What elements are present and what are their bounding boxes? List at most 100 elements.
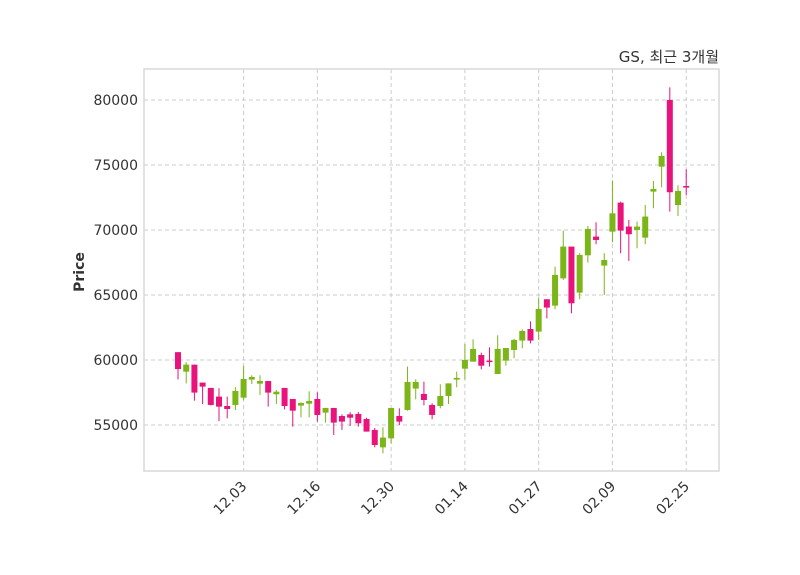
candle-body: [625, 226, 632, 235]
x-tick-label: 12.16: [285, 478, 325, 518]
candle-body: [338, 416, 345, 422]
candle-up: [306, 391, 313, 418]
candle-body: [502, 348, 509, 361]
candle-body: [470, 348, 477, 362]
candle-body: [207, 387, 214, 405]
candle-down: [527, 321, 534, 344]
candle-up: [297, 402, 304, 418]
candle-body: [379, 437, 386, 448]
candle-body: [191, 364, 198, 393]
candle-body: [453, 377, 460, 380]
candle-body: [511, 339, 518, 350]
candle-up: [609, 180, 616, 243]
candle-body: [683, 186, 690, 188]
candle-down: [191, 364, 198, 401]
candle-up: [634, 221, 641, 249]
x-tick-label: 02.09: [580, 479, 620, 519]
candle-down: [363, 417, 370, 432]
candle-down: [593, 222, 600, 245]
x-tick-label: 01.14: [432, 478, 472, 518]
candle-up: [650, 180, 657, 209]
candle-body: [273, 391, 280, 395]
candle-down: [429, 403, 436, 420]
candle-up: [379, 427, 386, 454]
candle-down: [199, 382, 206, 404]
candle-up: [437, 384, 444, 409]
candle-down: [289, 398, 296, 427]
candle-body: [576, 254, 583, 293]
candle-down: [371, 427, 378, 448]
candle-up: [494, 335, 501, 375]
candle-body: [388, 407, 395, 439]
candle-up: [248, 375, 255, 385]
candle-body: [396, 416, 403, 422]
candle-body: [543, 299, 550, 308]
plot-frame: [143, 68, 720, 472]
candle-body: [658, 155, 665, 167]
candle-body: [617, 202, 624, 231]
y-axis-label: Price: [72, 252, 88, 292]
candle-up: [584, 225, 591, 263]
candle-down: [478, 352, 485, 370]
candle-body: [322, 407, 329, 413]
candle-body: [404, 381, 411, 411]
chart-title: GS, 최근 3개월: [619, 48, 719, 66]
candle-up: [453, 371, 460, 388]
candle-body: [675, 190, 682, 205]
candle-body: [330, 407, 337, 423]
candle-up: [601, 253, 608, 295]
y-axis-ticks: 55000 60000 65000 70000 75000 80000: [93, 93, 138, 434]
candle-body: [527, 329, 534, 341]
x-tick-label: 12.30: [358, 479, 398, 519]
candle-body: [420, 393, 427, 401]
candle-body: [601, 259, 608, 266]
candle-up: [322, 407, 329, 423]
candle-down: [666, 87, 673, 212]
candle-body: [314, 398, 321, 415]
candle-body: [281, 387, 288, 406]
candle-up: [675, 185, 682, 216]
candle-body: [256, 381, 263, 384]
candle-down: [175, 352, 182, 380]
y-tick-label: 70000: [93, 223, 138, 239]
y-tick-label: 60000: [93, 353, 138, 369]
candle-up: [183, 362, 190, 384]
candle-body: [306, 400, 313, 404]
candle-body: [666, 99, 673, 193]
candle-body: [609, 213, 616, 232]
candle-body: [199, 382, 206, 387]
candle-body: [593, 236, 600, 240]
candle-body: [216, 396, 222, 407]
candle-body: [371, 429, 378, 445]
candle-up: [560, 230, 567, 281]
candle-body: [363, 418, 370, 432]
y-tick-label: 65000: [93, 288, 138, 304]
candle-up: [232, 387, 239, 411]
y-tick-label: 80000: [93, 93, 138, 109]
candle-body: [560, 246, 567, 279]
candle-body: [494, 348, 501, 375]
candle-up: [511, 338, 518, 359]
candle-up: [461, 343, 468, 380]
candle-body: [650, 189, 657, 192]
candle-up: [240, 365, 247, 401]
candle-body: [519, 330, 526, 341]
candle-down: [314, 392, 321, 422]
candle-body: [461, 359, 468, 369]
candle-up: [576, 253, 583, 300]
candle-body: [355, 413, 362, 424]
candle-up: [470, 339, 477, 362]
candle-down: [224, 396, 231, 419]
candle-body: [429, 404, 436, 415]
candle-down: [338, 414, 345, 430]
candle-up: [445, 383, 452, 405]
candle-body: [265, 381, 272, 393]
candle-down: [420, 381, 427, 406]
y-tick-label: 75000: [93, 158, 138, 174]
candle-down: [281, 387, 288, 410]
candle-body: [224, 405, 231, 409]
candle-up: [388, 407, 395, 444]
candle-down: [330, 407, 337, 435]
x-axis-ticks: 12.03 12.16 12.30 01.14 01.27 02.09 02.25: [211, 478, 693, 518]
candle-body: [437, 395, 444, 406]
